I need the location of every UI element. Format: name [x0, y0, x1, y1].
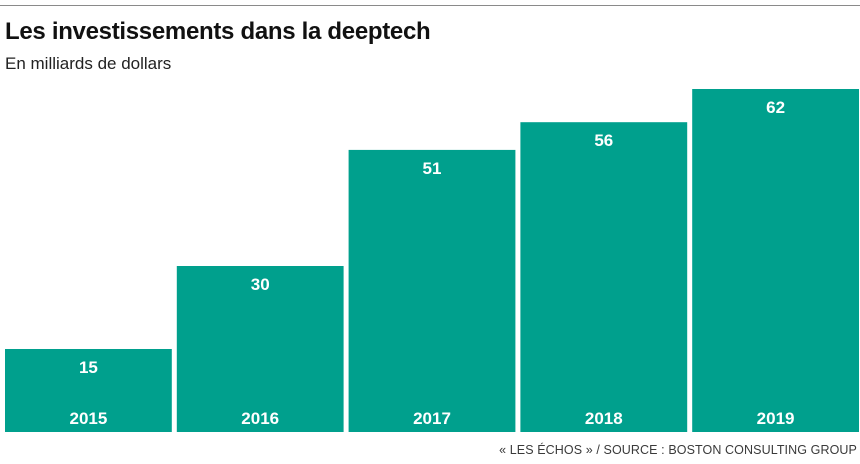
category-label-2019: 2019	[757, 409, 795, 428]
bar-2019	[692, 89, 859, 432]
chart-title: Les investissements dans la deeptech	[5, 18, 431, 45]
bar-2016	[176, 266, 344, 432]
bar-2015	[5, 349, 172, 432]
value-label-2015: 15	[79, 358, 98, 377]
category-label-2018: 2018	[585, 409, 623, 428]
category-label-2017: 2017	[413, 409, 451, 428]
source-credit: « LES ÉCHOS » / SOURCE : BOSTON CONSULTI…	[499, 443, 857, 457]
value-label-2018: 56	[594, 131, 613, 150]
bar-2017	[348, 149, 516, 432]
value-label-2016: 30	[251, 275, 270, 294]
bar-2018	[520, 122, 688, 432]
value-label-2017: 51	[423, 159, 442, 178]
chart-subtitle: En milliards de dollars	[5, 54, 172, 73]
category-label-2016: 2016	[241, 409, 279, 428]
top-rule	[0, 5, 860, 6]
value-label-2019: 62	[766, 98, 785, 117]
category-label-2015: 2015	[69, 409, 107, 428]
